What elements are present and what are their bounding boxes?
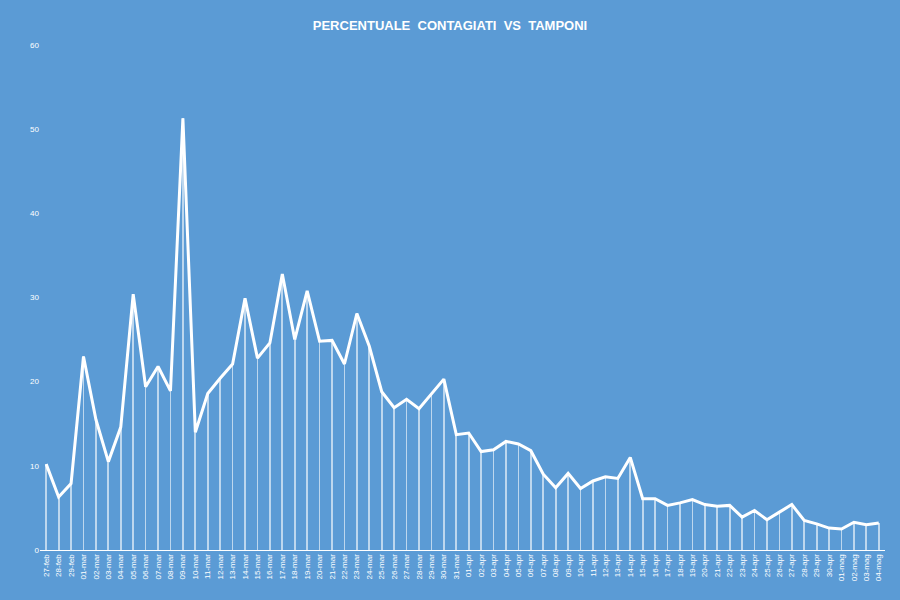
svg-text:24-apr: 24-apr: [750, 554, 759, 577]
svg-text:30-apr: 30-apr: [825, 554, 834, 577]
svg-text:04-apr: 04-apr: [502, 554, 511, 577]
svg-text:02-mag: 02-mag: [850, 554, 859, 581]
svg-text:06-apr: 06-apr: [526, 554, 535, 577]
svg-text:25-apr: 25-apr: [763, 554, 772, 577]
svg-text:12-mar: 12-mar: [216, 554, 225, 580]
svg-text:11-apr: 11-apr: [589, 554, 598, 577]
svg-text:09-mar: 09-mar: [179, 554, 188, 580]
svg-text:26-apr: 26-apr: [775, 554, 784, 577]
svg-text:08-mar: 08-mar: [166, 554, 175, 580]
svg-text:20-apr: 20-apr: [700, 554, 709, 577]
svg-text:07-mar: 07-mar: [154, 554, 163, 580]
svg-text:01-apr: 01-apr: [464, 554, 473, 577]
svg-text:27-apr: 27-apr: [787, 554, 796, 577]
svg-text:04-mag: 04-mag: [874, 554, 883, 581]
svg-text:11-mar: 11-mar: [203, 554, 212, 579]
svg-text:40: 40: [30, 209, 39, 218]
svg-text:29-feb: 29-feb: [67, 554, 76, 577]
svg-text:0: 0: [35, 546, 40, 555]
svg-text:24-mar: 24-mar: [365, 554, 374, 580]
svg-text:05-apr: 05-apr: [514, 554, 523, 577]
svg-text:19-mar: 19-mar: [303, 554, 312, 580]
svg-text:06-mar: 06-mar: [141, 554, 150, 580]
svg-text:10-mar: 10-mar: [191, 554, 200, 580]
svg-text:21-apr: 21-apr: [713, 554, 722, 577]
svg-text:PERCENTUALE CONTAGIATI VS T: PERCENTUALE CONTAGIATI VS TAMPONI: [313, 18, 587, 33]
svg-text:23-apr: 23-apr: [738, 554, 747, 577]
svg-text:60: 60: [30, 41, 39, 50]
svg-text:12-apr: 12-apr: [601, 554, 610, 577]
svg-text:30: 30: [30, 293, 39, 302]
svg-text:01-mar: 01-mar: [79, 554, 88, 580]
svg-text:09-apr: 09-apr: [564, 554, 573, 577]
svg-text:18-mar: 18-mar: [290, 554, 299, 580]
svg-text:28-apr: 28-apr: [800, 554, 809, 577]
svg-text:19-apr: 19-apr: [688, 554, 697, 577]
svg-text:13-mar: 13-mar: [228, 554, 237, 580]
svg-text:03-mar: 03-mar: [104, 554, 113, 580]
svg-text:17-apr: 17-apr: [663, 554, 672, 577]
svg-text:50: 50: [30, 125, 39, 134]
svg-text:27-mar: 27-mar: [402, 554, 411, 580]
svg-text:20: 20: [30, 377, 39, 386]
svg-text:05-mar: 05-mar: [129, 554, 138, 580]
svg-text:23-mar: 23-mar: [352, 554, 361, 580]
svg-text:01-mag: 01-mag: [837, 554, 846, 581]
svg-text:13-apr: 13-apr: [613, 554, 622, 577]
svg-text:25-mar: 25-mar: [377, 554, 386, 580]
svg-text:30-mar: 30-mar: [439, 554, 448, 580]
svg-text:10: 10: [30, 462, 39, 471]
svg-text:04-mar: 04-mar: [116, 554, 125, 580]
svg-text:29-mar: 29-mar: [427, 554, 436, 580]
svg-text:08-apr: 08-apr: [551, 554, 560, 577]
svg-text:15-mar: 15-mar: [253, 554, 262, 580]
svg-text:28-mar: 28-mar: [415, 554, 424, 580]
svg-text:16-mar: 16-mar: [265, 554, 274, 580]
svg-text:31-mar: 31-mar: [452, 554, 461, 580]
svg-text:14-mar: 14-mar: [241, 554, 250, 580]
svg-text:03-apr: 03-apr: [489, 554, 498, 577]
svg-text:17-mar: 17-mar: [278, 554, 287, 580]
svg-text:21-mar: 21-mar: [328, 554, 337, 580]
svg-text:22-mar: 22-mar: [340, 554, 349, 580]
svg-text:29-apr: 29-apr: [812, 554, 821, 577]
svg-text:26-mar: 26-mar: [390, 554, 399, 580]
svg-text:27-feb: 27-feb: [42, 554, 51, 577]
svg-text:16-apr: 16-apr: [651, 554, 660, 577]
svg-text:20-mar: 20-mar: [315, 554, 324, 580]
svg-text:07-apr: 07-apr: [539, 554, 548, 577]
svg-text:02-mar: 02-mar: [92, 554, 101, 580]
svg-text:10-apr: 10-apr: [576, 554, 585, 577]
svg-text:22-apr: 22-apr: [725, 554, 734, 577]
svg-text:14-apr: 14-apr: [626, 554, 635, 577]
svg-text:03-mag: 03-mag: [862, 554, 871, 581]
svg-text:28-feb: 28-feb: [54, 554, 63, 577]
svg-text:15-apr: 15-apr: [638, 554, 647, 577]
svg-text:18-apr: 18-apr: [676, 554, 685, 577]
svg-text:02-apr: 02-apr: [477, 554, 486, 577]
